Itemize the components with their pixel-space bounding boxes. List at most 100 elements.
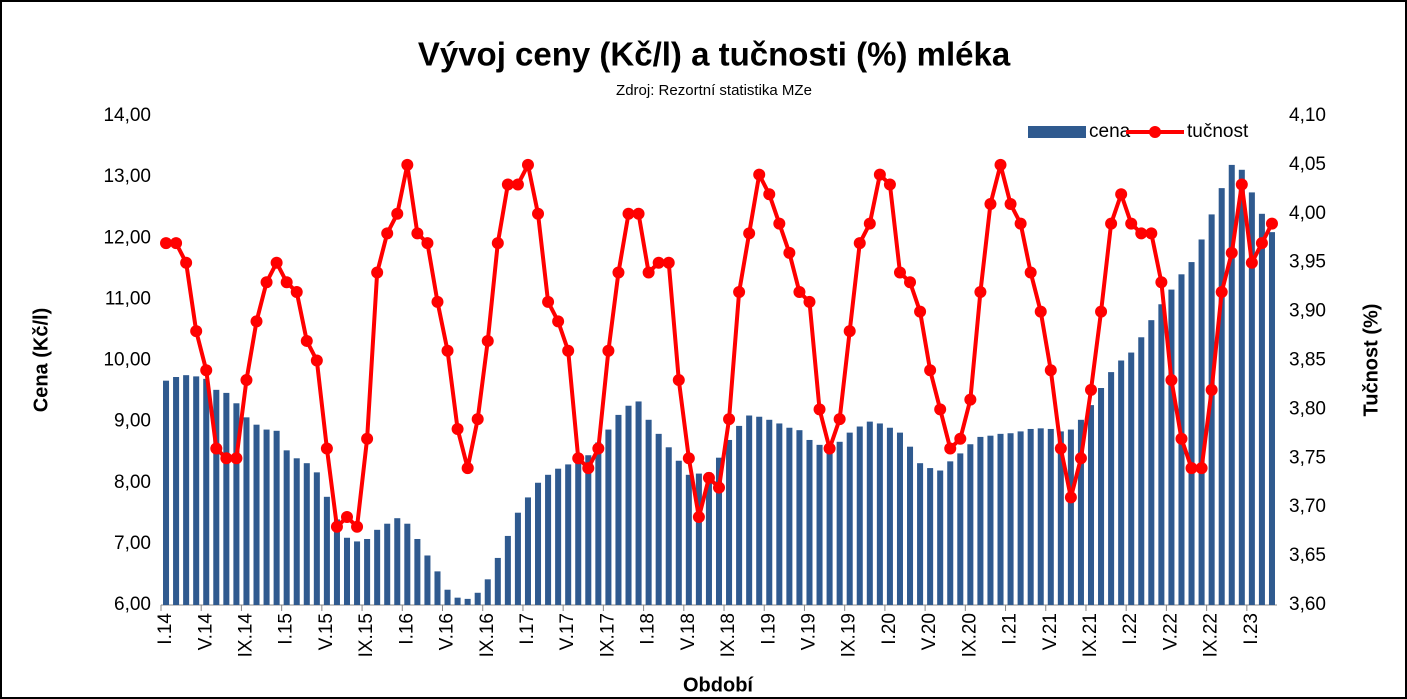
y2-tick-label: 3,85 (1289, 350, 1326, 371)
x-tick-label: I.18 (638, 613, 659, 645)
bar (886, 427, 893, 605)
bar (1218, 188, 1225, 605)
bar (1027, 428, 1034, 605)
line-marker (934, 403, 947, 416)
line-marker (250, 315, 263, 328)
bar (253, 424, 260, 605)
line-marker (944, 442, 957, 455)
line-marker (632, 207, 645, 220)
line-marker (1105, 217, 1118, 230)
line-marker (361, 432, 374, 445)
line-marker (1074, 452, 1087, 465)
bar (595, 442, 602, 605)
line-marker (1125, 217, 1138, 230)
line-marker (1205, 383, 1218, 396)
line-marker (562, 344, 575, 357)
line-marker (783, 246, 796, 259)
bar (615, 414, 622, 605)
line-marker (1155, 276, 1168, 289)
line-marker (592, 442, 605, 455)
line-marker (763, 188, 776, 201)
line-marker (1225, 246, 1238, 259)
bar (1198, 239, 1205, 605)
x-tick-label: IX.15 (356, 613, 377, 657)
line-marker (1215, 286, 1228, 299)
line-marker (1185, 462, 1198, 475)
line-marker (501, 178, 514, 191)
line-marker (723, 413, 736, 426)
line-marker (582, 462, 595, 475)
bar (384, 523, 391, 605)
line-marker (431, 295, 444, 308)
line-marker (1255, 237, 1268, 250)
line-marker (692, 510, 705, 523)
bar (1007, 433, 1014, 605)
bar (223, 392, 230, 605)
x-tick-label: IX.18 (718, 613, 739, 657)
bar (1148, 320, 1155, 605)
bar (545, 474, 552, 605)
bar (977, 436, 984, 605)
line-marker (863, 217, 876, 230)
y2-tick-label: 3,60 (1289, 594, 1326, 615)
bar (907, 446, 914, 605)
y-tick-label: 11,00 (105, 288, 151, 309)
bar (816, 444, 823, 605)
bar (193, 376, 200, 605)
line-marker (702, 471, 715, 484)
x-tick-label: I.21 (1000, 613, 1021, 645)
x-tick-label: I.16 (396, 613, 417, 645)
x-tick-label: IX.20 (959, 613, 980, 657)
bar (1258, 213, 1265, 606)
line-marker (320, 442, 333, 455)
line-marker (451, 422, 464, 435)
x-tick-label: V.14 (195, 613, 216, 651)
line-marker (471, 413, 484, 426)
bar (303, 463, 310, 605)
bar (213, 389, 220, 605)
bar (343, 537, 351, 605)
line-marker (572, 452, 585, 465)
bar (836, 441, 843, 605)
x-tick-label: V.16 (437, 613, 458, 650)
line-marker (1165, 374, 1178, 387)
line-marker (351, 520, 364, 533)
line-marker (230, 452, 243, 465)
bar (655, 433, 662, 605)
line-marker (652, 256, 665, 269)
line-marker (210, 442, 223, 455)
chart-subtitle: Zdroj: Rezortní statistika MZe (616, 82, 812, 99)
bar (354, 541, 361, 605)
bar (917, 463, 924, 605)
bar (183, 375, 190, 605)
bar (444, 589, 451, 605)
bar (876, 423, 883, 605)
bar (1037, 428, 1044, 605)
bar (675, 460, 682, 605)
bar (1158, 304, 1165, 605)
bar (756, 416, 763, 605)
bar (1118, 360, 1125, 605)
bar (786, 427, 793, 605)
bar (163, 380, 170, 605)
bar (364, 538, 371, 605)
bar (736, 425, 743, 605)
x-tick-label: I.22 (1120, 613, 1141, 645)
y-tick-label: 6,00 (114, 594, 151, 615)
y-tick-label: 9,00 (114, 411, 151, 432)
line-marker (1034, 305, 1047, 318)
bar (1238, 169, 1245, 606)
bar (766, 419, 773, 605)
legend-label: cena (1089, 121, 1131, 142)
line-marker (371, 266, 384, 279)
y2-axis-title: Tučnost (%) (1360, 304, 1382, 417)
x-tick-label: IX.22 (1201, 613, 1222, 657)
bar (1047, 428, 1054, 605)
bar (484, 579, 491, 605)
line-marker (1085, 383, 1097, 396)
bar (464, 598, 471, 605)
line-marker (481, 334, 494, 347)
bar (635, 401, 642, 605)
